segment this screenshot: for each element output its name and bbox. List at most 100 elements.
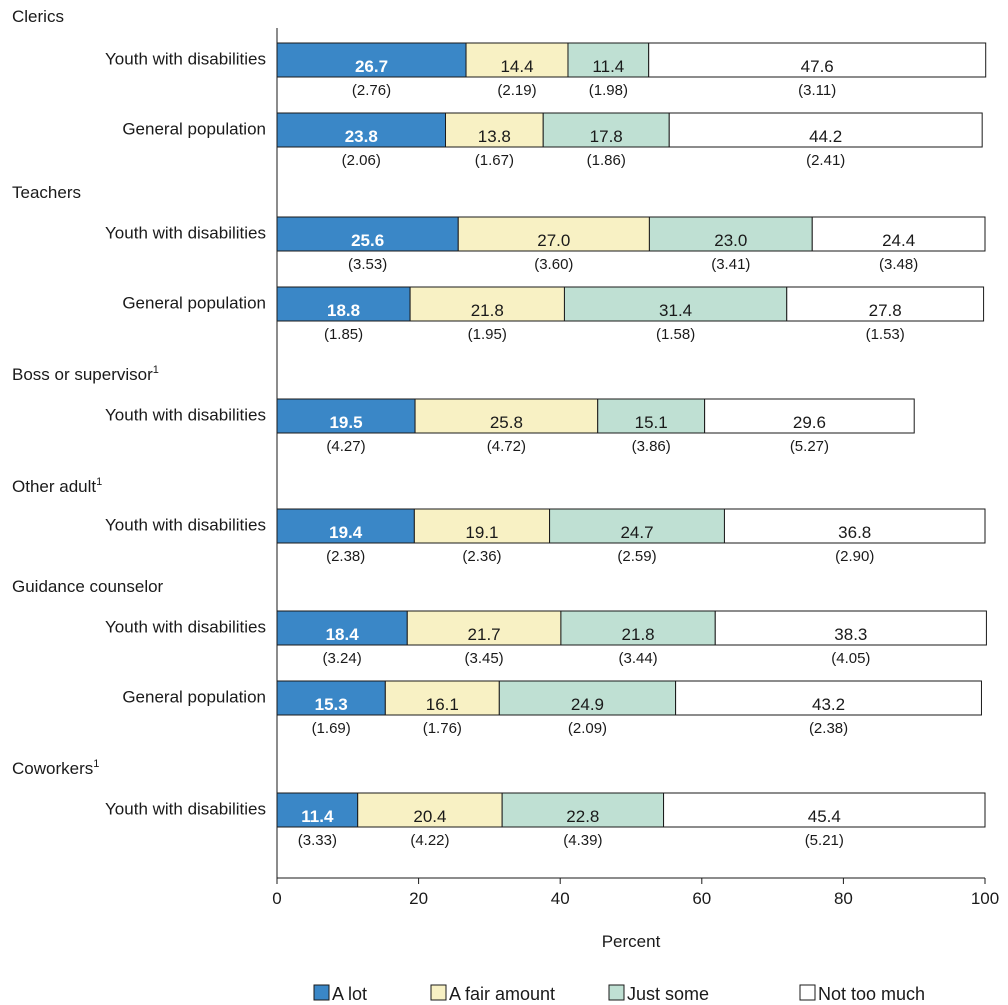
- se-label: (3.44): [618, 650, 657, 667]
- group-label: Guidance counselor: [12, 577, 164, 596]
- se-label: (3.41): [711, 256, 750, 273]
- value-label: 27.8: [869, 301, 902, 320]
- group-label: Other adult1: [12, 476, 102, 496]
- se-label: (2.41): [806, 152, 845, 169]
- value-label: 18.8: [327, 301, 360, 320]
- legend-swatch-a-fair-amount: [430, 984, 447, 1001]
- legend-swatch-not-too-much: [799, 984, 816, 1001]
- legend-label: A lot: [332, 984, 367, 1004]
- legend-label: A fair amount: [449, 984, 555, 1004]
- value-label: 16.1: [426, 695, 459, 714]
- value-label: 24.4: [882, 231, 915, 250]
- se-label: (4.22): [410, 832, 449, 849]
- value-label: 25.6: [351, 231, 384, 250]
- row-label: Youth with disabilities: [105, 799, 266, 818]
- value-label: 14.4: [500, 57, 533, 76]
- se-label: (1.95): [468, 326, 507, 343]
- value-label: 19.4: [329, 523, 363, 542]
- bar-segment-just-some: [597, 398, 706, 434]
- value-label: 43.2: [812, 695, 845, 714]
- bar-segment-a-fair-amount: [457, 216, 650, 252]
- se-label: (2.59): [617, 548, 656, 565]
- value-label: 21.8: [622, 625, 655, 644]
- bar-segment-a-lot: [276, 610, 408, 646]
- bar-segment-just-some: [498, 680, 677, 716]
- value-label: 29.6: [793, 413, 826, 432]
- value-label: 47.6: [801, 57, 834, 76]
- row-label: General population: [122, 687, 266, 706]
- bar-segment-not-too-much: [786, 286, 985, 322]
- x-tick-label: 80: [834, 889, 853, 908]
- bar-segment-a-fair-amount: [409, 286, 565, 322]
- se-label: (1.53): [866, 326, 905, 343]
- legend-swatch-just-some: [608, 984, 625, 1001]
- value-label: 25.8: [490, 413, 523, 432]
- se-label: (2.76): [352, 82, 391, 99]
- row-label: Youth with disabilities: [105, 617, 266, 636]
- x-tick-label: 100: [971, 889, 999, 908]
- value-label: 18.4: [326, 625, 360, 644]
- value-label: 44.2: [809, 127, 842, 146]
- bar-segment-not-too-much: [668, 112, 983, 148]
- value-label: 19.5: [329, 413, 362, 432]
- bar-segment-not-too-much: [704, 398, 915, 434]
- se-label: (3.45): [464, 650, 503, 667]
- bar-segment-a-fair-amount: [465, 42, 569, 78]
- bar-segment-just-some: [542, 112, 670, 148]
- se-label: (3.53): [348, 256, 387, 273]
- se-label: (2.90): [835, 548, 874, 565]
- se-label: (1.67): [475, 152, 514, 169]
- value-label: 11.4: [301, 807, 334, 826]
- bar-segment-a-lot: [276, 112, 447, 148]
- value-label: 13.8: [478, 127, 511, 146]
- se-label: (3.86): [632, 438, 671, 455]
- value-label: 21.7: [468, 625, 501, 644]
- value-label: 15.1: [635, 413, 668, 432]
- se-label: (5.21): [805, 832, 844, 849]
- x-tick-label: 40: [551, 889, 570, 908]
- se-label: (2.19): [497, 82, 536, 99]
- row-label: General population: [122, 119, 266, 138]
- value-label: 36.8: [838, 523, 871, 542]
- se-label: (3.11): [798, 82, 836, 99]
- value-label: 24.9: [571, 695, 604, 714]
- bar-segment-a-fair-amount: [413, 508, 551, 544]
- se-label: (4.05): [831, 650, 870, 667]
- row-label: Youth with disabilities: [105, 223, 266, 242]
- bar-segment-just-some: [560, 610, 716, 646]
- se-label: (3.60): [534, 256, 573, 273]
- bar-segment-not-too-much: [675, 680, 982, 716]
- value-label: 38.3: [834, 625, 867, 644]
- x-tick-label: 0: [272, 889, 281, 908]
- se-label: (3.48): [879, 256, 918, 273]
- value-label: 22.8: [566, 807, 599, 826]
- se-label: (1.58): [656, 326, 695, 343]
- value-label: 17.8: [590, 127, 623, 146]
- value-label: 23.8: [345, 127, 378, 146]
- se-label: (2.38): [809, 720, 848, 737]
- bar-segment-a-lot: [276, 680, 386, 716]
- value-label: 21.8: [471, 301, 504, 320]
- bar-segment-a-fair-amount: [445, 112, 544, 148]
- bar-segment-a-fair-amount: [414, 398, 599, 434]
- value-label: 15.3: [315, 695, 348, 714]
- value-label: 31.4: [659, 301, 692, 320]
- group-label: Coworkers1: [12, 758, 99, 778]
- bar-segment-not-too-much: [811, 216, 986, 252]
- bar-segment-not-too-much: [663, 792, 986, 828]
- bar-segment-just-some: [549, 508, 725, 544]
- se-label: (2.38): [326, 548, 365, 565]
- x-tick-label: 20: [409, 889, 428, 908]
- value-label: 20.4: [413, 807, 446, 826]
- row-label: Youth with disabilities: [105, 49, 266, 68]
- bar-segment-a-lot: [276, 286, 411, 322]
- value-label: 24.7: [620, 523, 653, 542]
- legend-swatch-a-lot: [313, 984, 330, 1001]
- group-label: Teachers: [12, 183, 81, 202]
- se-label: (1.76): [423, 720, 462, 737]
- se-label: (4.27): [326, 438, 365, 455]
- row-label: General population: [122, 293, 266, 312]
- legend-label: Not too much: [818, 984, 925, 1004]
- x-tick-label: 60: [692, 889, 711, 908]
